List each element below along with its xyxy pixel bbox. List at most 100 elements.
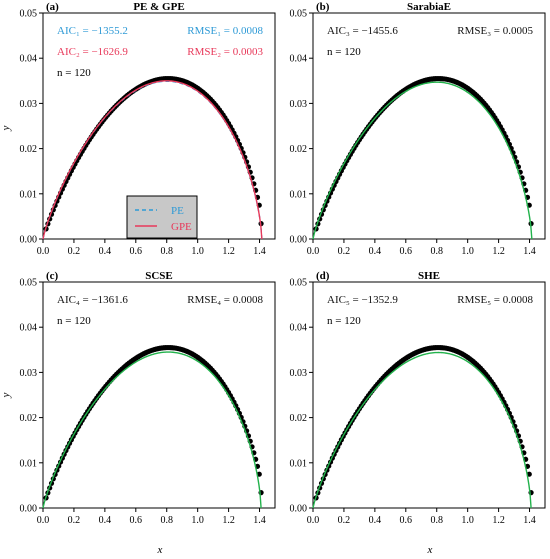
y-tick-label: 0.04 [290, 323, 308, 334]
y-tick-label: 0.05 [290, 9, 308, 20]
x-tick-label: 1.0 [191, 246, 204, 257]
fitted-curve-scse [42, 351, 262, 509]
x-axis-label: x [427, 544, 433, 556]
data-points [43, 344, 264, 501]
chart-panel-3: 0.0 0.2 0.4 0.6 0.8 1.0 1.2 1.4 0.00 0.01 0.02 0.03… [20, 270, 276, 526]
x-tick-label: 0.6 [130, 515, 143, 526]
y-tick-label: 0.03 [20, 99, 38, 110]
x-tick-label: 0.8 [160, 246, 173, 257]
x-tick-label: 1.2 [222, 246, 235, 257]
x-tick-label: 0.6 [400, 246, 413, 257]
x-tick-label: 0.2 [68, 246, 81, 257]
x-tick-label: 1.0 [461, 246, 474, 257]
rmse-annotation: RMSE₁ = 0.0008 [187, 25, 263, 37]
x-tick-label: 1.4 [253, 515, 266, 526]
panel-tag: (c) [46, 270, 59, 282]
y-tick-label: 0.01 [20, 189, 38, 200]
aic-annotation: AIC₁ = −1355.2 [57, 25, 128, 37]
y-tick-label: 0.05 [290, 278, 308, 289]
rmse-annotation: RMSE₅ = 0.0008 [457, 294, 533, 306]
y-tick-label: 0.04 [20, 323, 38, 334]
x-tick-label: 0.8 [430, 246, 443, 257]
sample-size-label: n = 120 [327, 315, 361, 327]
y-tick-label: 0.05 [20, 9, 38, 20]
panel-title: SHE [418, 270, 440, 282]
sample-size-label: n = 120 [327, 46, 361, 58]
y-tick-label: 0.00 [20, 235, 38, 246]
sample-size-label: n = 120 [57, 315, 91, 327]
x-tick-label: 0.2 [338, 246, 351, 257]
y-tick-label: 0.04 [290, 54, 308, 65]
y-tick-label: 0.00 [20, 504, 38, 515]
panels: 0.0 0.2 0.4 0.6 0.8 1.0 1.2 1.4 0.00 0.01 0.02 0.03… [20, 1, 546, 526]
x-tick-label: 0.8 [430, 515, 443, 526]
x-tick-label: 0.0 [307, 246, 320, 257]
rmse-annotation: RMSE₃ = 0.0005 [457, 25, 533, 37]
y-tick-label: 0.02 [20, 413, 38, 424]
x-tick-label: 0.0 [37, 246, 50, 257]
x-tick-label: 1.2 [492, 246, 505, 257]
x-tick-label: 0.4 [369, 246, 382, 257]
panel-tag: (a) [46, 1, 59, 13]
chart-panel-1: 0.0 0.2 0.4 0.6 0.8 1.0 1.2 1.4 0.00 0.01 0.02 0.03… [20, 1, 276, 257]
plot-frame [312, 12, 546, 240]
sample-size-label: n = 120 [57, 67, 91, 79]
fitted-curve-she [312, 351, 532, 509]
y-tick-label: 0.04 [20, 54, 38, 65]
y-tick-label: 0.01 [290, 458, 308, 469]
plot-frame [312, 281, 546, 509]
x-tick-label: 1.0 [191, 515, 204, 526]
y-tick-label: 0.02 [290, 144, 308, 155]
panel-title: PE & GPE [133, 1, 184, 13]
plot-frame [42, 12, 276, 240]
x-axis-label: x [157, 544, 163, 556]
panel-tag: (b) [316, 1, 330, 13]
y-axis-label: y [0, 392, 12, 398]
aic-annotation: AIC₅ = −1352.9 [327, 294, 398, 306]
chart-panel-4: 0.0 0.2 0.4 0.6 0.8 1.0 1.2 1.4 0.00 0.01 0.02 0.03… [290, 270, 546, 526]
data-points [313, 75, 534, 232]
y-tick-label: 0.02 [20, 144, 38, 155]
x-tick-label: 1.4 [523, 246, 536, 257]
x-tick-label: 0.4 [369, 515, 382, 526]
x-tick-label: 0.2 [338, 515, 351, 526]
panel-tag: (d) [316, 270, 330, 282]
legend: PE GPE [126, 195, 198, 239]
x-tick-label: 0.4 [99, 246, 112, 257]
aic-annotation: AIC₄ = −1361.6 [57, 294, 128, 306]
x-tick-label: 0.2 [68, 515, 81, 526]
y-tick-label: 0.03 [290, 368, 308, 379]
x-tick-label: 0.6 [130, 246, 143, 257]
y-tick-label: 0.03 [20, 368, 38, 379]
chart-panel-2: 0.0 0.2 0.4 0.6 0.8 1.0 1.2 1.4 0.00 0.01 0.02 0.03… [290, 1, 546, 257]
y-tick-label: 0.05 [20, 278, 38, 289]
aic-annotation: AIC₂ = −1626.9 [57, 46, 128, 58]
legend-box [126, 195, 198, 239]
x-tick-label: 0.0 [307, 515, 320, 526]
x-tick-label: 1.0 [461, 515, 474, 526]
x-tick-label: 0.6 [400, 515, 413, 526]
legend-label: GPE [171, 221, 192, 233]
x-tick-label: 1.2 [492, 515, 505, 526]
x-tick-label: 0.8 [160, 515, 173, 526]
plot-frame [42, 281, 276, 509]
y-tick-label: 0.03 [290, 99, 308, 110]
x-tick-label: 0.4 [99, 515, 112, 526]
x-tick-label: 1.2 [222, 515, 235, 526]
panel-title: SarabiaE [407, 1, 451, 13]
data-points [313, 344, 534, 501]
panel-title: SCSE [145, 270, 173, 282]
x-tick-label: 1.4 [523, 515, 536, 526]
legend-label: PE [171, 205, 184, 217]
aic-annotation: AIC₃ = −1455.6 [327, 25, 398, 37]
rmse-annotation: RMSE₄ = 0.0008 [187, 294, 263, 306]
fitted-curve-sarabiae [312, 81, 533, 240]
fitted-curve-gpe [42, 80, 263, 240]
y-tick-label: 0.00 [290, 235, 308, 246]
y-tick-label: 0.00 [290, 504, 308, 515]
y-tick-label: 0.01 [20, 458, 38, 469]
y-tick-label: 0.02 [290, 413, 308, 424]
y-tick-label: 0.01 [290, 189, 308, 200]
y-axis-label: y [0, 125, 12, 131]
